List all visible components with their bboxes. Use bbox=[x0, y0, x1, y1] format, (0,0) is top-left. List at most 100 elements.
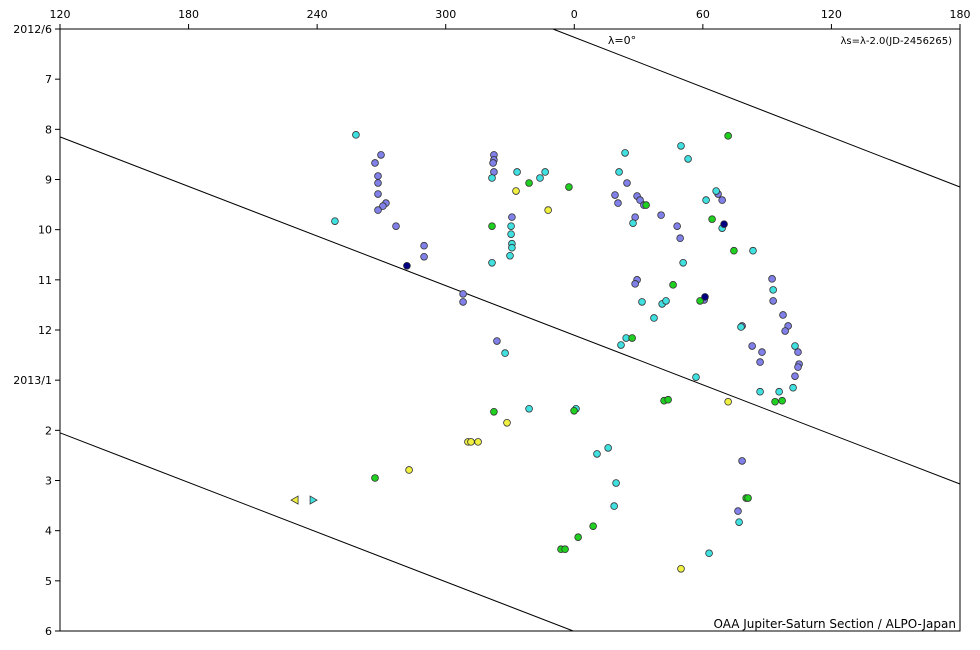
y-tick-label: 2012/6 bbox=[13, 23, 52, 36]
point bbox=[629, 219, 637, 227]
y-tick-label: 10 bbox=[38, 224, 52, 237]
point bbox=[778, 396, 786, 405]
zero-label: λ=0° bbox=[608, 34, 636, 47]
point bbox=[781, 327, 789, 335]
point bbox=[371, 474, 379, 482]
point bbox=[614, 199, 622, 207]
point bbox=[501, 349, 509, 357]
point bbox=[459, 290, 467, 298]
point bbox=[488, 258, 496, 267]
point bbox=[756, 358, 764, 366]
point bbox=[664, 395, 672, 404]
point bbox=[701, 293, 709, 301]
point bbox=[525, 179, 533, 187]
point bbox=[352, 131, 360, 139]
point bbox=[748, 342, 756, 350]
point bbox=[768, 275, 776, 283]
point bbox=[544, 206, 552, 214]
point bbox=[628, 334, 636, 342]
y-tick-label: 8 bbox=[45, 123, 52, 136]
point bbox=[696, 297, 704, 305]
point bbox=[459, 298, 467, 306]
point bbox=[420, 252, 428, 261]
point bbox=[662, 297, 670, 305]
point bbox=[769, 297, 777, 305]
point bbox=[536, 174, 544, 182]
point bbox=[589, 522, 597, 530]
point bbox=[631, 280, 639, 288]
reference-line bbox=[59, 432, 574, 632]
point bbox=[692, 373, 700, 381]
point bbox=[290, 495, 299, 505]
point bbox=[769, 286, 777, 294]
point bbox=[638, 298, 646, 306]
point bbox=[506, 251, 514, 260]
point bbox=[794, 348, 802, 356]
point bbox=[392, 222, 400, 230]
point bbox=[735, 518, 743, 526]
point bbox=[718, 196, 726, 204]
formula-label: λs=λ-2.0(JD-2456265) bbox=[840, 36, 952, 47]
point bbox=[623, 179, 631, 187]
y-tick-label: 6 bbox=[45, 625, 52, 638]
point bbox=[677, 142, 685, 150]
point bbox=[749, 246, 757, 255]
point bbox=[507, 222, 515, 230]
point bbox=[705, 549, 713, 558]
y-tick-label: 12 bbox=[38, 324, 52, 337]
point bbox=[720, 220, 728, 228]
point bbox=[724, 397, 732, 406]
credit: OAA Jupiter-Saturn Section / ALPO-Japan bbox=[713, 617, 956, 631]
point bbox=[712, 187, 720, 195]
point bbox=[677, 564, 685, 573]
point bbox=[574, 533, 582, 541]
point bbox=[513, 168, 521, 176]
point bbox=[673, 222, 681, 230]
point bbox=[541, 168, 549, 176]
x-tick-label: 300 bbox=[435, 8, 456, 21]
point bbox=[684, 155, 692, 163]
x-tick-label: 240 bbox=[307, 8, 328, 21]
point bbox=[565, 183, 573, 191]
y-tick-label: 11 bbox=[38, 274, 52, 287]
point bbox=[493, 337, 501, 345]
y-tick-label: 5 bbox=[45, 575, 52, 588]
point bbox=[724, 132, 732, 140]
x-tick-label: 0 bbox=[571, 8, 578, 21]
point bbox=[669, 281, 677, 289]
point bbox=[612, 479, 620, 487]
x-tick-label: 120 bbox=[50, 8, 71, 21]
point bbox=[489, 159, 497, 167]
reference-line bbox=[59, 136, 961, 485]
point bbox=[610, 502, 618, 510]
point bbox=[593, 450, 601, 458]
point bbox=[377, 151, 385, 159]
point bbox=[734, 507, 742, 515]
point bbox=[403, 261, 411, 270]
point bbox=[474, 438, 482, 446]
point bbox=[405, 466, 413, 474]
x-tick-label: 180 bbox=[178, 8, 199, 21]
point bbox=[467, 438, 475, 446]
point bbox=[791, 342, 799, 350]
point bbox=[615, 168, 623, 176]
plot-frame bbox=[59, 28, 961, 632]
x-tick-label: 60 bbox=[696, 8, 710, 21]
point bbox=[503, 419, 511, 427]
point bbox=[791, 372, 799, 380]
point bbox=[611, 191, 619, 199]
point bbox=[794, 363, 802, 371]
point bbox=[744, 494, 752, 502]
point bbox=[702, 196, 710, 204]
point bbox=[779, 311, 787, 319]
point bbox=[374, 172, 382, 180]
point bbox=[379, 202, 387, 210]
point bbox=[758, 348, 766, 356]
point bbox=[525, 404, 533, 413]
point bbox=[374, 190, 382, 198]
point bbox=[512, 187, 520, 195]
y-tick-label: 3 bbox=[45, 475, 52, 488]
point bbox=[309, 495, 318, 505]
x-tick-label: 120 bbox=[821, 8, 842, 21]
